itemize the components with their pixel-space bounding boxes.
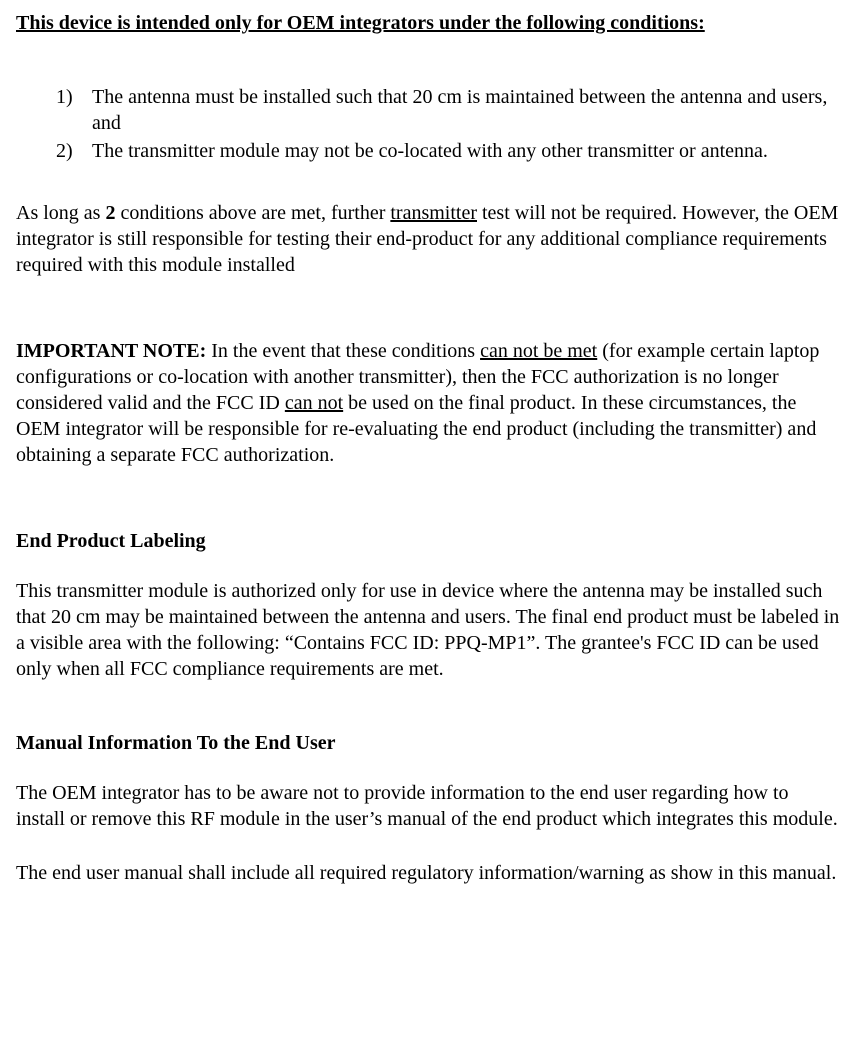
paragraph: As long as 2 conditions above are met, f… [16,200,840,278]
text: conditions above are met, further [115,202,390,224]
text-bold: IMPORTANT NOTE: [16,340,206,362]
section-heading: Manual Information To the End User [16,730,840,756]
text: As long as [16,202,105,224]
text-bold: 2 [105,202,115,224]
important-note: IMPORTANT NOTE: In the event that these … [16,338,840,468]
paragraph: The OEM integrator has to be aware not t… [16,780,840,832]
list-text: The transmitter module may not be co-loc… [92,138,840,164]
conditions-list: 1) The antenna must be installed such th… [16,84,840,164]
section-heading: End Product Labeling [16,528,840,554]
text-underline: can not be met [480,340,597,362]
list-text: The antenna must be installed such that … [92,84,840,136]
text-underline: transmitter [390,202,477,224]
list-number: 1) [56,84,92,136]
list-item: 1) The antenna must be installed such th… [56,84,840,136]
list-item: 2) The transmitter module may not be co-… [56,138,840,164]
page-title: This device is intended only for OEM int… [16,10,840,36]
paragraph: This transmitter module is authorized on… [16,578,840,682]
paragraph: The end user manual shall include all re… [16,860,840,886]
text-underline: can not [285,392,343,414]
page: This device is intended only for OEM int… [0,0,856,924]
list-number: 2) [56,138,92,164]
text: In the event that these conditions [206,340,480,362]
